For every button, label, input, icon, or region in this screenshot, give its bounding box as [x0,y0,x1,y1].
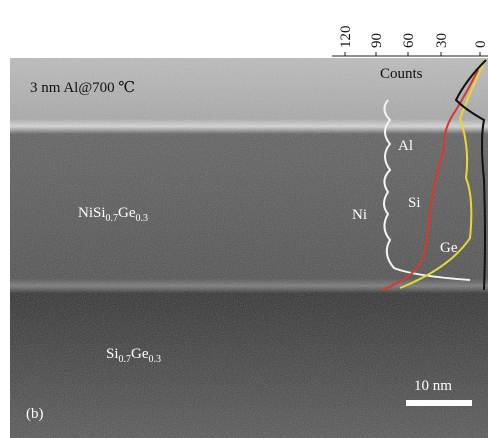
text: Ge [118,205,136,221]
subscript: 0.3 [149,354,162,365]
axis-label: Counts [380,66,423,82]
text: Si [106,346,119,362]
scale-bar-label: 10 nm [414,378,452,394]
subscript: 0.7 [106,213,119,224]
text: NiSi [78,205,106,221]
profile-label: Al [398,138,413,154]
text: Ge [131,346,149,362]
tick-label: 60 [401,33,417,48]
axis-ticks: 120 90 60 30 0 [338,26,488,57]
profile-label: Ni [352,207,367,223]
subscript: 0.3 [136,213,149,224]
tick-label: 0 [473,41,488,49]
scale-bar [406,400,472,406]
profile-label: Si [408,195,421,211]
tick-label: 90 [369,33,385,48]
panel-label: (b) [26,406,44,422]
subscript: 0.7 [119,354,132,365]
figure: 120 90 60 30 0 Counts 3 nm Al@700 ℃ Al Si Ni… [0,0,488,438]
tick-label: 120 [338,26,354,49]
condition: 3 nm Al@700 ℃ [30,80,135,96]
tick-label: 30 [434,33,450,48]
profile-label: Ge [440,240,458,256]
